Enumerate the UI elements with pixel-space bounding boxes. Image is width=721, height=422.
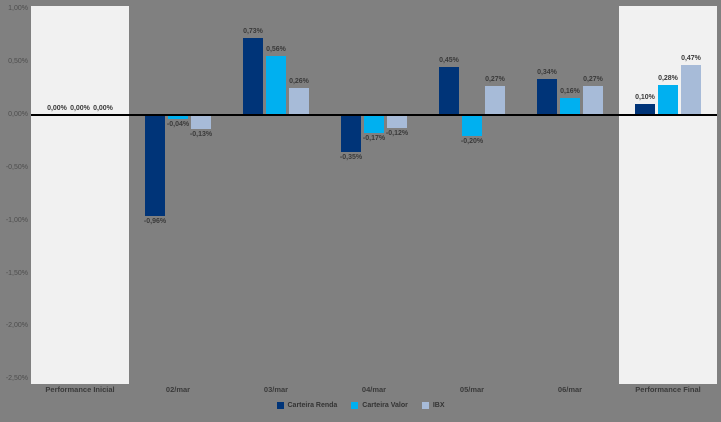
category-label: Performance Inicial: [45, 385, 115, 394]
category-label: 04/mar: [361, 385, 387, 394]
bar-value-label: -0,96%: [143, 218, 167, 226]
bar: [145, 115, 165, 217]
bar-value-label: 0,16%: [560, 88, 580, 96]
legend-swatch-2: [421, 402, 429, 409]
legend-swatch-1: [351, 402, 359, 409]
bar: [658, 85, 678, 115]
highlight-band: [619, 6, 717, 384]
y-tick-label: -0,50%: [5, 163, 28, 171]
bar-value-label: 0,26%: [289, 77, 309, 85]
bar-value-label: -0,12%: [385, 129, 409, 137]
y-tick-label: -2,50%: [5, 375, 28, 383]
y-tick-label: 1,00%: [8, 5, 28, 13]
category-label: 05/mar: [459, 385, 485, 394]
chart-legend: Carteira Renda Carteira Valor IBX: [0, 402, 721, 409]
bar: [485, 86, 505, 115]
bar: [681, 65, 701, 115]
bar-value-label: 0,00%: [93, 105, 113, 112]
category-label: 03/mar: [263, 385, 289, 394]
bar: [364, 115, 384, 133]
legend-label: Carteira Valor: [362, 402, 408, 409]
zero-axis-line: [31, 114, 717, 116]
y-tick-label: -1,50%: [5, 269, 28, 277]
bar: [341, 115, 361, 152]
bar: [168, 115, 188, 120]
bar-value-label: 0,28%: [658, 75, 678, 83]
bar: [462, 115, 482, 137]
bar-value-label: 0,00%: [47, 105, 67, 112]
bar-value-label: -0,35%: [339, 153, 363, 161]
bar-value-label: 0,27%: [583, 76, 603, 84]
legend-item: Carteira Valor: [351, 402, 408, 409]
y-tick-label: -1,00%: [5, 216, 28, 224]
bar: [583, 86, 603, 115]
legend-item: Carteira Renda: [276, 402, 338, 409]
bar-value-label: 0,56%: [266, 45, 286, 53]
legend-item: IBX: [421, 402, 445, 409]
bar-value-label: 0,27%: [485, 76, 505, 84]
bar: [243, 37, 263, 115]
bar: [387, 115, 407, 128]
bar: [635, 104, 655, 115]
y-tick-label: 0,50%: [8, 58, 28, 66]
bar: [439, 67, 459, 115]
bar-value-label: -0,04%: [166, 121, 190, 129]
y-tick-label: -2,00%: [5, 322, 28, 330]
bar: [560, 98, 580, 115]
bar-value-label: -0,17%: [362, 134, 386, 142]
bar-value-label: 0,00%: [70, 105, 90, 112]
highlight-band: [31, 6, 129, 384]
bar-value-label: 0,73%: [243, 27, 263, 35]
bar: [537, 79, 557, 115]
y-tick-label: 0,00%: [8, 111, 28, 118]
bar-value-label: 0,47%: [681, 55, 701, 63]
legend-swatch-0: [276, 402, 284, 409]
legend-label: Carteira Renda: [287, 402, 338, 409]
category-label: Performance Final: [635, 385, 701, 394]
category-label: 02/mar: [165, 385, 191, 394]
bar-value-label: 0,10%: [635, 94, 655, 102]
bar: [191, 115, 211, 129]
bar-value-label: -0,13%: [189, 130, 213, 138]
bar-value-label: 0,34%: [537, 69, 557, 77]
category-label: 06/mar: [557, 385, 583, 394]
bar: [266, 55, 286, 115]
bar: [289, 87, 309, 115]
legend-label: IBX: [432, 402, 445, 409]
bar-value-label: 0,45%: [439, 57, 459, 65]
bar-value-label: -0,20%: [460, 138, 484, 146]
